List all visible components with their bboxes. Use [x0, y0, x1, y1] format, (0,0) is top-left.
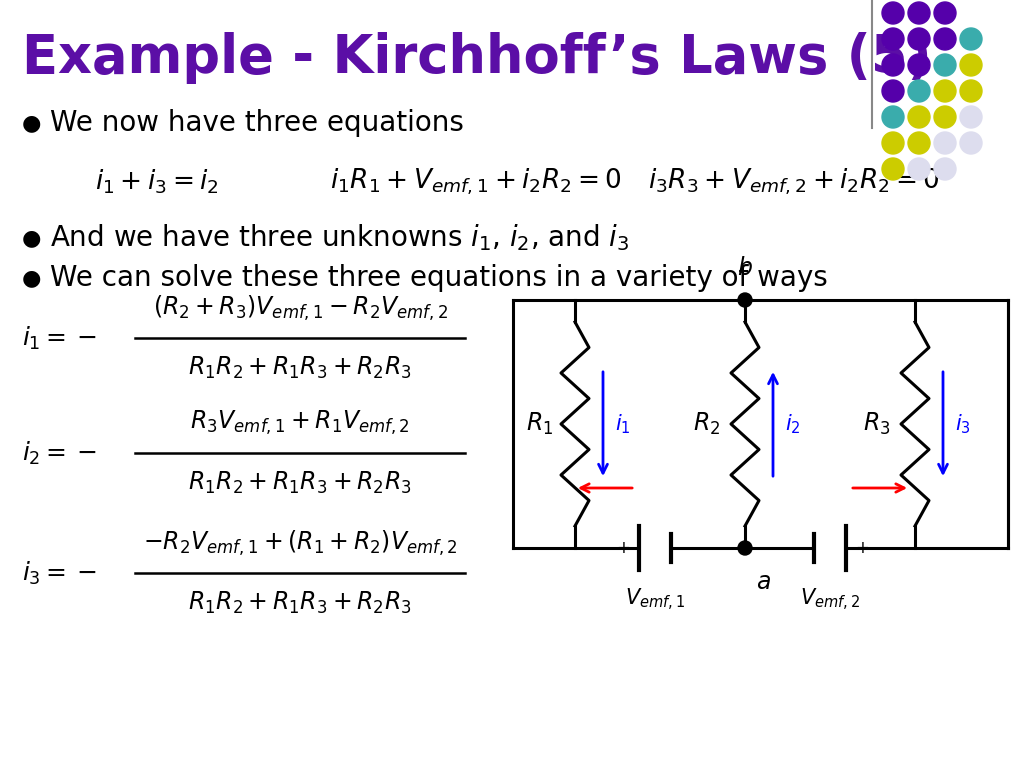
- Circle shape: [934, 28, 956, 50]
- Text: We now have three equations: We now have three equations: [50, 109, 464, 137]
- Text: $i_1R_1 + V_{emf,1} + i_2R_2 = 0$: $i_1R_1 + V_{emf,1} + i_2R_2 = 0$: [330, 167, 622, 197]
- Text: $V_{emf,1}$: $V_{emf,1}$: [625, 587, 685, 613]
- Text: ●: ●: [22, 113, 41, 133]
- Circle shape: [908, 80, 930, 102]
- Text: $(R_2 + R_3)V_{emf,1} - R_2V_{emf,2}$: $(R_2 + R_3)V_{emf,1} - R_2V_{emf,2}$: [153, 293, 447, 323]
- Text: ●: ●: [22, 268, 41, 288]
- Circle shape: [882, 54, 904, 76]
- Text: $i_2 = -$: $i_2 = -$: [22, 439, 96, 467]
- Text: $i_3 = -$: $i_3 = -$: [22, 559, 96, 587]
- Circle shape: [934, 158, 956, 180]
- Text: $i_1 = -$: $i_1 = -$: [22, 324, 96, 352]
- Text: $i_1 + i_3 = i_2$: $i_1 + i_3 = i_2$: [95, 167, 219, 197]
- Text: $R_1R_2 + R_1R_3 + R_2R_3$: $R_1R_2 + R_1R_3 + R_2R_3$: [188, 355, 412, 381]
- Circle shape: [882, 106, 904, 128]
- Circle shape: [961, 106, 982, 128]
- Circle shape: [882, 28, 904, 50]
- Text: $b$: $b$: [737, 256, 753, 280]
- Circle shape: [908, 54, 930, 76]
- Text: Example - Kirchhoff’s Laws (5): Example - Kirchhoff’s Laws (5): [22, 32, 932, 84]
- Text: We can solve these three equations in a variety of ways: We can solve these three equations in a …: [50, 264, 827, 292]
- Text: $i_3$: $i_3$: [955, 412, 971, 435]
- Circle shape: [738, 293, 752, 307]
- Circle shape: [934, 54, 956, 76]
- Circle shape: [908, 2, 930, 24]
- Circle shape: [961, 80, 982, 102]
- Circle shape: [934, 106, 956, 128]
- Text: $i_2$: $i_2$: [785, 412, 801, 435]
- Text: $-$: $-$: [678, 539, 692, 557]
- Circle shape: [908, 106, 930, 128]
- Text: $R_1R_2 + R_1R_3 + R_2R_3$: $R_1R_2 + R_1R_3 + R_2R_3$: [188, 470, 412, 496]
- Circle shape: [934, 2, 956, 24]
- Text: $R_3$: $R_3$: [863, 411, 891, 437]
- Circle shape: [882, 2, 904, 24]
- Text: +: +: [855, 539, 869, 557]
- Text: $V_{emf,2}$: $V_{emf,2}$: [800, 587, 860, 613]
- Circle shape: [738, 541, 752, 555]
- Text: $a$: $a$: [756, 570, 770, 594]
- Text: $-R_2V_{emf,1} + (R_1 + R_2)V_{emf,2}$: $-R_2V_{emf,1} + (R_1 + R_2)V_{emf,2}$: [142, 528, 458, 558]
- Text: $R_1R_2 + R_1R_3 + R_2R_3$: $R_1R_2 + R_1R_3 + R_2R_3$: [188, 590, 412, 616]
- Circle shape: [961, 28, 982, 50]
- Text: $R_1$: $R_1$: [526, 411, 554, 437]
- Text: $i_1$: $i_1$: [615, 412, 631, 435]
- Circle shape: [934, 80, 956, 102]
- Circle shape: [908, 158, 930, 180]
- Text: +: +: [616, 539, 630, 557]
- Text: ●: ●: [22, 228, 41, 248]
- Circle shape: [908, 28, 930, 50]
- Circle shape: [882, 158, 904, 180]
- Circle shape: [961, 54, 982, 76]
- Circle shape: [882, 132, 904, 154]
- Text: $i_3R_3 + V_{emf,2} + i_2R_2 = 0$: $i_3R_3 + V_{emf,2} + i_2R_2 = 0$: [648, 167, 939, 197]
- Text: $R_3V_{emf,1} + R_1V_{emf,2}$: $R_3V_{emf,1} + R_1V_{emf,2}$: [190, 409, 410, 437]
- Circle shape: [882, 80, 904, 102]
- Text: $-$: $-$: [793, 539, 807, 557]
- Circle shape: [908, 132, 930, 154]
- Text: $R_2$: $R_2$: [693, 411, 721, 437]
- Circle shape: [961, 132, 982, 154]
- Text: And we have three unknowns $i_1$, $i_2$, and $i_3$: And we have three unknowns $i_1$, $i_2$,…: [50, 223, 630, 253]
- Circle shape: [934, 132, 956, 154]
